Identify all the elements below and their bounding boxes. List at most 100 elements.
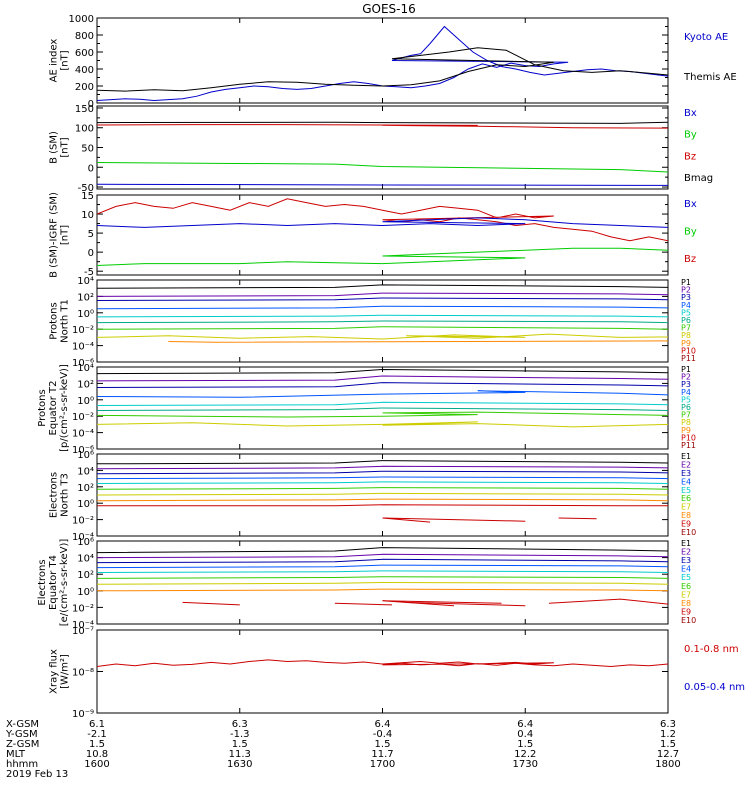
orbit-row-label: Z-GSM [6, 739, 39, 750]
y-tick-label: 10⁻² [72, 516, 94, 527]
legend-item: E8 [681, 599, 691, 608]
y-axis-label: Xray flux [49, 649, 60, 694]
series-e1 [97, 547, 668, 554]
y-tick-label: 10⁶ [77, 450, 94, 461]
panel-frame [96, 194, 669, 276]
legend-item: E8 [681, 511, 691, 520]
series-e2 [97, 465, 668, 470]
series-group [97, 284, 668, 343]
y-axis-label: B (SM)-IGRF (SM) [49, 192, 60, 278]
series-kyoto-ae [97, 25, 668, 102]
y-tick-label: 600 [75, 48, 94, 59]
series-p8 [97, 333, 668, 340]
series-p9 [168, 340, 668, 343]
series-p5 [97, 314, 668, 318]
series-by [97, 247, 668, 266]
legend-item: E9 [681, 607, 691, 616]
y-tick-label: 10⁴ [77, 363, 94, 374]
orbit-row-value: 1630 [227, 759, 252, 770]
series-group [97, 121, 668, 186]
y-axis-label: [nT] [60, 225, 71, 245]
orbit-row-value: 1.5 [375, 739, 391, 750]
y-tick-label: 10² [77, 379, 94, 390]
series-e8 [97, 498, 668, 502]
series-e8 [97, 588, 668, 592]
series-e3 [97, 470, 668, 475]
y-tick-label: 5 [88, 229, 94, 240]
series-e4 [97, 476, 668, 480]
panel-8: 10⁻⁹ 10⁻⁸ 10⁻⁷ Xray flux [W/m²] 0.1-0.8 nm 0.0… [49, 626, 746, 720]
y-tick-label: 10⁻⁷ [72, 626, 94, 637]
y-tick-label: 100 [75, 124, 94, 135]
series-p3 [97, 297, 668, 301]
series-p4 [97, 390, 668, 398]
legend-item: P11 [681, 354, 696, 363]
series-group [97, 460, 668, 523]
legend-item: E6 [681, 494, 691, 503]
legend-item: By [684, 227, 697, 238]
legend-item: P4 [681, 301, 691, 310]
series-e2 [97, 553, 668, 559]
legend-item: P8 [681, 331, 691, 340]
series-e5 [97, 481, 668, 484]
y-axis-label: North T3 [60, 473, 71, 517]
y-tick-label: 10⁻⁴ [72, 620, 94, 631]
orbit-row-label: hhmm [6, 759, 38, 770]
legend-item: P5 [681, 308, 691, 317]
legend-item: Kyoto AE [684, 32, 728, 43]
series-group [97, 25, 668, 102]
y-axis-label: Electrons [49, 472, 60, 518]
series-e9-segment-2 [334, 602, 393, 606]
legend-item: P1 [681, 278, 691, 287]
panel-frame [96, 629, 669, 714]
series-group [97, 659, 668, 668]
legend-item: Bz [684, 254, 696, 265]
series-bmag [97, 121, 668, 124]
series-themis-ae [97, 47, 668, 92]
series-e5 [97, 570, 668, 573]
y-axis-label: [nT] [60, 137, 71, 157]
y-axis-label: [W/m²] [60, 654, 71, 689]
y-axis-label: AE index [49, 39, 60, 83]
orbit-row-value: 6.1 [89, 719, 105, 730]
series-e9-segment-4 [406, 601, 526, 607]
orbit-row-label: Y-GSM [5, 729, 38, 740]
legend-item: P1 [681, 365, 691, 374]
series-e6 [97, 487, 668, 490]
y-axis-label: Protons [37, 389, 48, 426]
legend-item: P9 [681, 339, 691, 348]
legend-item: E3 [681, 556, 691, 565]
y-tick-label: 10⁻⁸ [72, 668, 94, 679]
y-tick-label: 0 [88, 248, 94, 259]
y-axis-label: B (SM) [49, 131, 60, 164]
series-p2 [97, 375, 668, 382]
orbit-row-value: 1.5 [517, 739, 533, 750]
y-tick-label: -5 [84, 267, 94, 278]
orbit-row-value: 1700 [370, 759, 395, 770]
legend-item: P3 [681, 293, 691, 302]
y-tick-label: 10² [77, 570, 94, 581]
legend-item: P9 [681, 426, 691, 435]
orbit-row-value: 1800 [655, 759, 680, 770]
y-axis-label: Electrons [37, 559, 48, 605]
legend-item: P11 [681, 441, 696, 450]
series-p6 [97, 407, 668, 411]
y-tick-label: 150 [75, 104, 94, 115]
y-tick-label: 0 [88, 99, 94, 110]
legend-item: P8 [681, 418, 691, 427]
legend-item: E2 [681, 548, 691, 557]
y-tick-label: 1000 [69, 14, 94, 25]
legend-item: 0.1-0.8 nm [684, 644, 739, 655]
y-tick-label: 10⁴ [77, 466, 94, 477]
y-tick-label: 10⁻² [72, 325, 94, 336]
series-e4 [97, 564, 668, 569]
series-e9-segment-3 [382, 600, 502, 607]
series-bz [97, 124, 668, 129]
series-group [97, 547, 668, 607]
y-tick-label: 10⁻² [72, 603, 94, 614]
series-bx [97, 183, 668, 186]
series-e9-segment-1 [182, 601, 240, 606]
